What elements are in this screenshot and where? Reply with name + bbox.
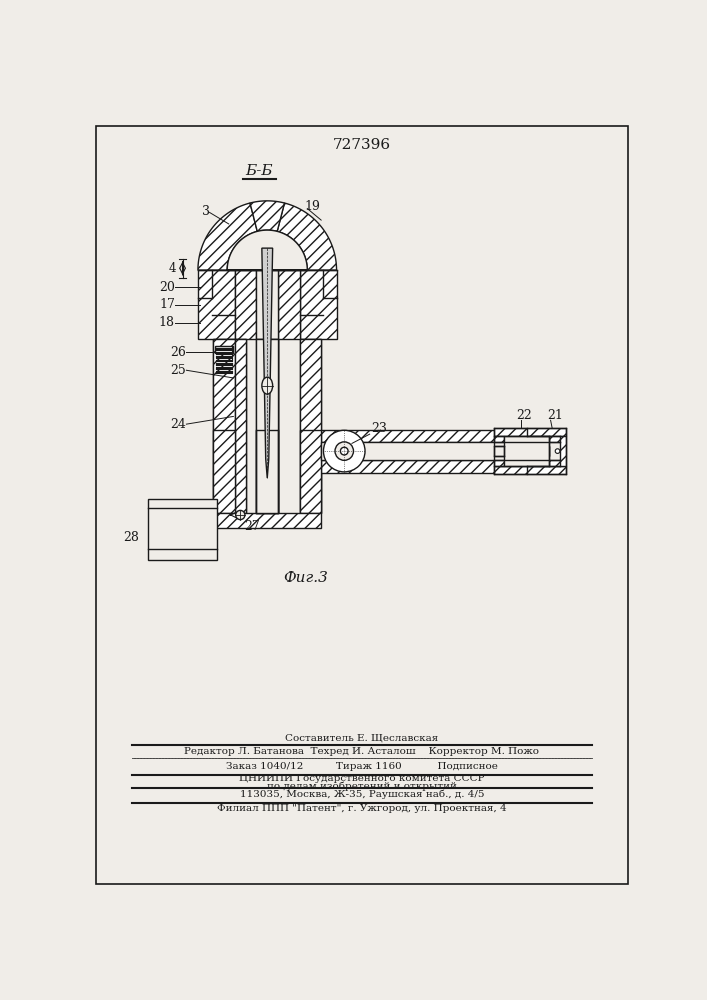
Bar bbox=[235, 339, 246, 513]
Bar bbox=[214, 430, 235, 513]
Polygon shape bbox=[198, 203, 257, 270]
Circle shape bbox=[335, 442, 354, 460]
Text: Б-Б: Б-Б bbox=[246, 164, 274, 178]
Text: 27: 27 bbox=[244, 520, 260, 533]
Circle shape bbox=[235, 510, 245, 520]
Text: 113035, Москва, Ж-35, Раушская наб., д. 4/5: 113035, Москва, Ж-35, Раушская наб., д. … bbox=[240, 790, 484, 799]
Text: 21: 21 bbox=[547, 409, 563, 422]
Bar bbox=[494, 446, 549, 456]
Bar bbox=[257, 430, 278, 513]
Polygon shape bbox=[227, 230, 308, 270]
Bar bbox=[235, 339, 246, 513]
Text: Филиал ППП "Патент", г. Ужгород, ул. Проектная, 4: Филиал ППП "Патент", г. Ужгород, ул. Про… bbox=[217, 804, 507, 813]
Text: по делам изобретений и открытий: по делам изобретений и открытий bbox=[267, 781, 457, 791]
Bar bbox=[300, 339, 321, 513]
Bar bbox=[198, 270, 235, 339]
Text: 23: 23 bbox=[371, 422, 387, 435]
Bar bbox=[494, 428, 566, 436]
Circle shape bbox=[340, 447, 348, 455]
Circle shape bbox=[555, 449, 560, 453]
Bar bbox=[494, 436, 503, 446]
Bar bbox=[148, 499, 217, 560]
Bar bbox=[321, 460, 560, 473]
Text: Фиг.3: Фиг.3 bbox=[284, 571, 328, 585]
Text: 17: 17 bbox=[159, 298, 175, 311]
Text: 26: 26 bbox=[170, 346, 187, 359]
Text: 4: 4 bbox=[169, 262, 176, 275]
Bar bbox=[321, 442, 560, 460]
Text: 727396: 727396 bbox=[333, 138, 391, 152]
Bar bbox=[215, 346, 233, 353]
Circle shape bbox=[324, 430, 365, 472]
Text: ЦНИИПИ Государственного комитета СССР: ЦНИИПИ Государственного комитета СССР bbox=[239, 774, 485, 783]
Bar bbox=[257, 270, 278, 339]
Text: Составитель Е. Щеславская: Составитель Е. Щеславская bbox=[286, 734, 438, 743]
Text: 25: 25 bbox=[170, 364, 187, 377]
Text: 24: 24 bbox=[170, 418, 187, 431]
Text: 18: 18 bbox=[159, 316, 175, 329]
Bar bbox=[214, 339, 235, 513]
Text: 19: 19 bbox=[304, 200, 320, 213]
Text: 3: 3 bbox=[201, 205, 210, 218]
Bar bbox=[214, 339, 235, 513]
Bar bbox=[503, 436, 549, 466]
Bar bbox=[503, 446, 549, 456]
Bar bbox=[257, 339, 278, 513]
Bar bbox=[267, 339, 278, 513]
Text: 20: 20 bbox=[159, 281, 175, 294]
Bar bbox=[494, 456, 503, 466]
Text: 28: 28 bbox=[123, 531, 139, 544]
Bar bbox=[300, 270, 337, 339]
Bar bbox=[257, 339, 278, 513]
Text: Заказ 1040/12          Тираж 1160           Подписное: Заказ 1040/12 Тираж 1160 Подписное bbox=[226, 762, 498, 771]
Bar bbox=[267, 339, 278, 513]
Bar bbox=[278, 270, 300, 339]
Bar bbox=[321, 430, 560, 442]
Bar bbox=[549, 436, 566, 466]
Bar bbox=[300, 339, 321, 513]
Bar bbox=[494, 466, 566, 474]
Polygon shape bbox=[262, 248, 273, 478]
Text: Редактор Л. Батанова  Техред И. Асталош    Корректор М. Пожо: Редактор Л. Батанова Техред И. Асталош К… bbox=[185, 747, 539, 756]
Polygon shape bbox=[250, 201, 284, 231]
Bar bbox=[235, 270, 257, 339]
Bar bbox=[214, 513, 321, 528]
Ellipse shape bbox=[262, 377, 273, 394]
Polygon shape bbox=[277, 203, 337, 270]
Text: 22: 22 bbox=[516, 409, 532, 422]
Bar bbox=[300, 430, 321, 513]
